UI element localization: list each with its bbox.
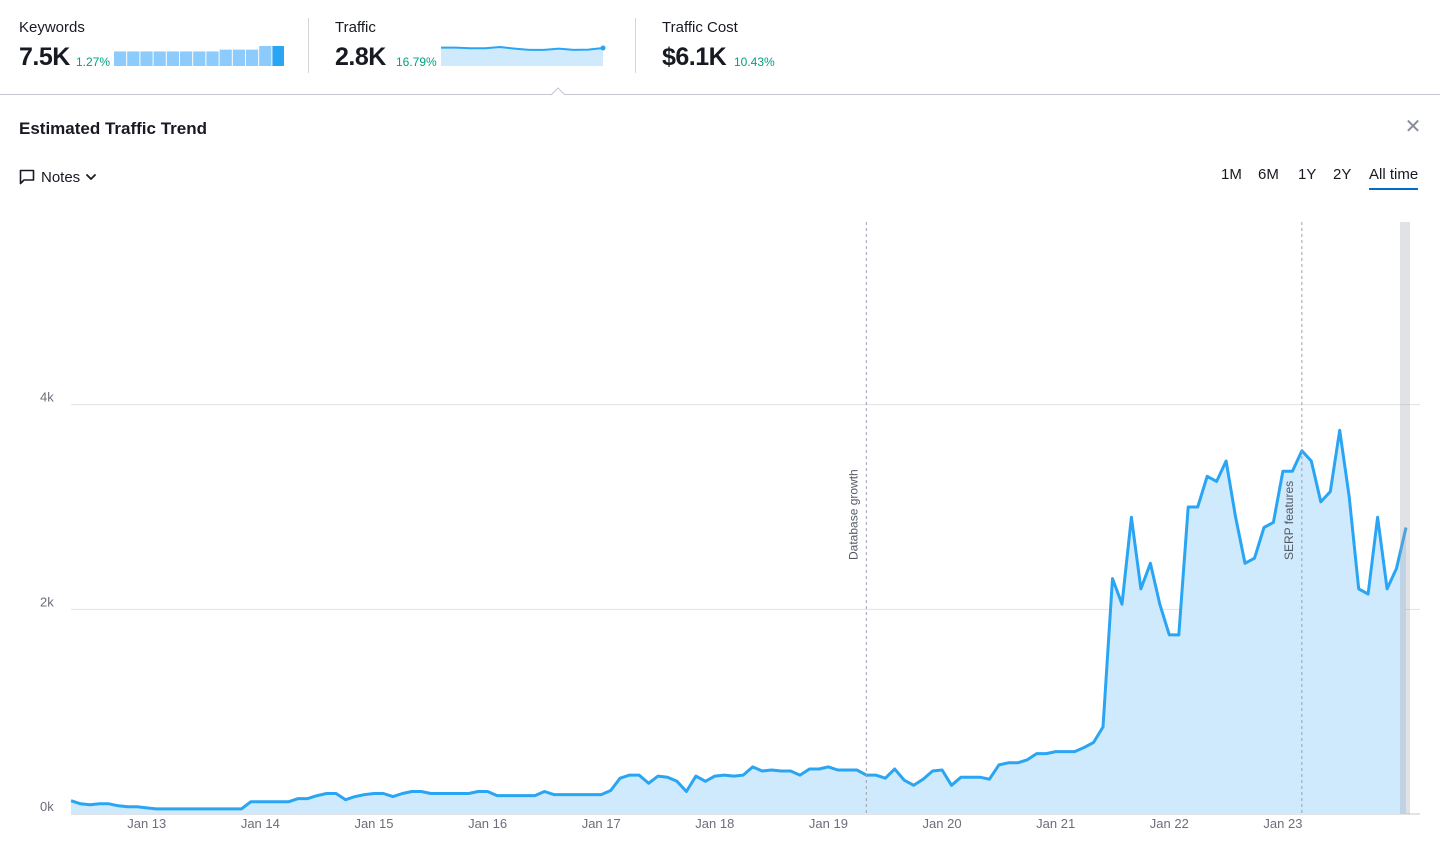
y-axis-ticks: 0k 2k 4k xyxy=(40,390,54,814)
keyword-bar xyxy=(246,49,259,66)
y-tick-label: 4k xyxy=(40,390,54,405)
x-tick-label: Jan 16 xyxy=(468,816,507,831)
keyword-bar xyxy=(114,51,127,66)
period-2y[interactable]: 2Y xyxy=(1333,166,1352,183)
comment-icon xyxy=(19,169,35,185)
traffic-value: 2.8K xyxy=(335,43,386,71)
annotation-label: Database growth xyxy=(846,469,860,560)
metric-divider xyxy=(635,18,636,73)
notes-dropdown[interactable]: Notes xyxy=(19,166,98,188)
series-line xyxy=(70,428,1408,811)
series-area xyxy=(70,222,1410,814)
metric-divider xyxy=(308,18,309,73)
x-tick-label: Jan 18 xyxy=(695,816,734,831)
x-tick-label: Jan 22 xyxy=(1150,816,1189,831)
current-period-marker xyxy=(1400,222,1410,814)
period-all-time[interactable]: All time xyxy=(1369,166,1419,190)
keyword-bar xyxy=(153,51,166,66)
keyword-bar xyxy=(127,51,140,66)
keywords-delta: 1.27% xyxy=(76,55,111,69)
keyword-bar xyxy=(259,46,272,66)
panel-title: Estimated Traffic Trend xyxy=(19,119,207,138)
keyword-bar xyxy=(166,51,179,66)
x-tick-label: Jan 15 xyxy=(354,816,393,831)
traffic-spark-area xyxy=(441,46,603,66)
traffic-spark-line xyxy=(441,45,604,51)
selected-metric-caret xyxy=(551,87,565,96)
metrics-strip: Keywords 7.5K 1.27% Traffic 2.8K 16.79% … xyxy=(0,0,1440,95)
keywords-value: 7.5K xyxy=(19,43,70,71)
keyword-bar xyxy=(180,51,193,66)
traffic-cost-value: $6.1K xyxy=(662,43,727,71)
traffic-metric[interactable]: Traffic 2.8K 16.79% xyxy=(335,0,615,94)
y-tick-label: 2k xyxy=(40,594,54,609)
period-selector: 1M 6M 1Y 2Y All time xyxy=(0,166,1440,196)
traffic-cost-metric[interactable]: Traffic Cost $6.1K 10.43% xyxy=(662,0,862,94)
annotation-label: SERP features xyxy=(1282,481,1296,560)
keyword-bar xyxy=(232,49,245,66)
x-axis-ticks: Jan 13 Jan 14 Jan 15 Jan 16 Jan 17 Jan 18 Jan … xyxy=(127,816,1302,831)
x-tick-label: Jan 21 xyxy=(1036,816,1075,831)
x-tick-label: Jan 23 xyxy=(1263,816,1302,831)
keywords-metric[interactable]: Keywords 7.5K 1.27% xyxy=(19,0,289,94)
traffic-label: Traffic xyxy=(335,19,376,36)
traffic-spark-end-dot xyxy=(600,45,606,51)
series-fill xyxy=(71,430,1406,814)
close-icon[interactable]: ✕ xyxy=(1404,116,1422,138)
keyword-bar xyxy=(219,49,232,66)
traffic-delta: 16.79% xyxy=(396,55,437,69)
x-tick-label: Jan 14 xyxy=(241,816,280,831)
keywords-bar-sparkline xyxy=(114,46,284,66)
period-6m[interactable]: 6M xyxy=(1258,166,1279,183)
notes-label: Notes xyxy=(41,168,81,186)
traffic-cost-delta: 10.43% xyxy=(734,55,775,69)
x-tick-label: Jan 20 xyxy=(923,816,962,831)
keyword-bar xyxy=(272,46,284,66)
keywords-label: Keywords xyxy=(19,19,85,36)
x-tick-label: Jan 17 xyxy=(582,816,621,831)
period-1m[interactable]: 1M xyxy=(1221,166,1242,183)
x-tick-label: Jan 13 xyxy=(127,816,166,831)
traffic-cost-label: Traffic Cost xyxy=(662,19,738,36)
x-tick-label: Jan 19 xyxy=(809,816,848,831)
chevron-down-icon xyxy=(86,174,97,180)
period-1y[interactable]: 1Y xyxy=(1298,166,1317,183)
keyword-bar xyxy=(193,51,206,66)
chart-annotations: Database growth SERP features xyxy=(846,222,1303,814)
keyword-bar xyxy=(206,51,219,66)
traffic-line-sparkline xyxy=(441,45,606,66)
y-tick-label: 0k xyxy=(40,799,54,814)
keyword-bar xyxy=(140,51,153,66)
